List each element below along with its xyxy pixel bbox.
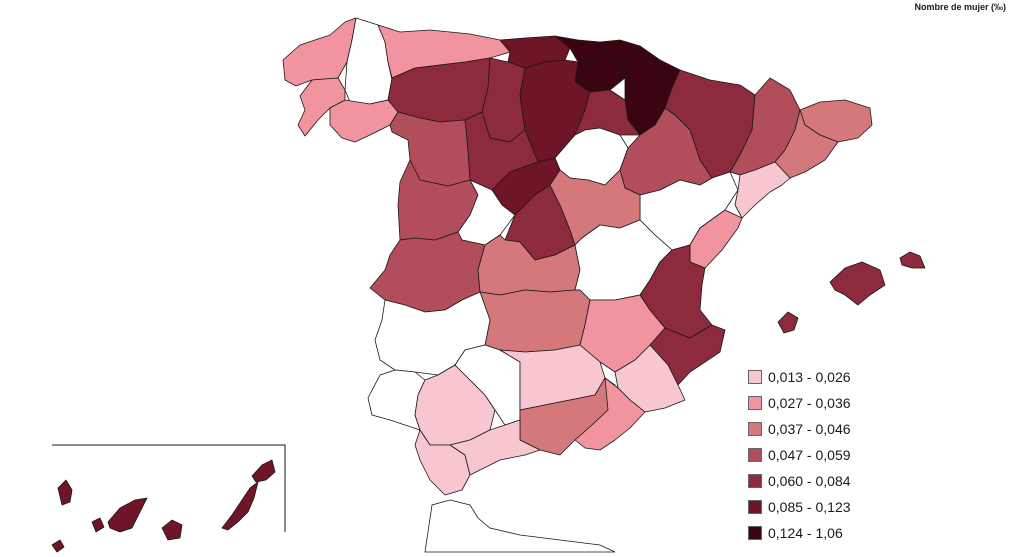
legend-swatch <box>748 500 762 514</box>
province-cadiz <box>414 429 471 496</box>
province-barcelona <box>774 109 839 179</box>
province-tenerife <box>51 479 148 553</box>
legend-label: 0,027 - 0,036 <box>768 395 851 411</box>
legend-label: 0,124 - 1,06 <box>768 525 843 541</box>
legend-swatch <box>748 396 762 410</box>
province-lanzarote-fuerteventura <box>221 459 276 531</box>
legend-swatch <box>748 526 762 540</box>
province-ibiza <box>777 311 799 334</box>
legend-item: 0,047 - 0,059 <box>748 442 851 468</box>
province-almeria <box>574 377 646 451</box>
legend-swatch <box>748 370 762 384</box>
province-mallorca <box>829 261 886 306</box>
legend-label: 0,037 - 0,046 <box>768 421 851 437</box>
legend-swatch <box>748 448 762 462</box>
province-menorca <box>899 251 926 269</box>
canary-inset-frame <box>52 444 286 532</box>
legend-label: 0,047 - 0,059 <box>768 447 851 463</box>
province-pontevedra <box>297 77 346 137</box>
province-gran-canaria <box>161 519 183 541</box>
legend-label: 0,060 - 0,084 <box>768 473 851 489</box>
province-tarragona <box>734 161 791 219</box>
morocco-outline <box>424 499 616 553</box>
province-a-coruna <box>282 17 357 87</box>
legend-item: 0,013 - 0,026 <box>748 364 851 390</box>
legend-item: 0,085 - 0,123 <box>748 494 851 520</box>
legend-item: 0,124 - 1,06 <box>748 520 851 546</box>
legend: 0,013 - 0,026 0,027 - 0,036 0,037 - 0,046 0… <box>748 364 851 546</box>
province-malaga <box>449 419 541 476</box>
province-zamora <box>389 111 471 187</box>
legend-swatch <box>748 422 762 436</box>
legend-item: 0,027 - 0,036 <box>748 390 851 416</box>
legend-swatch <box>748 474 762 488</box>
province-guadalajara <box>549 169 641 246</box>
province-ciudad-real <box>479 289 591 353</box>
legend-label: 0,085 - 0,123 <box>768 499 851 515</box>
map-title: Nombre de mujer (‰) <box>914 2 1006 12</box>
legend-label: 0,013 - 0,026 <box>768 369 851 385</box>
legend-item: 0,060 - 0,084 <box>748 468 851 494</box>
legend-item: 0,037 - 0,046 <box>748 416 851 442</box>
province-ourense <box>329 99 399 143</box>
province-huelva <box>367 369 426 431</box>
